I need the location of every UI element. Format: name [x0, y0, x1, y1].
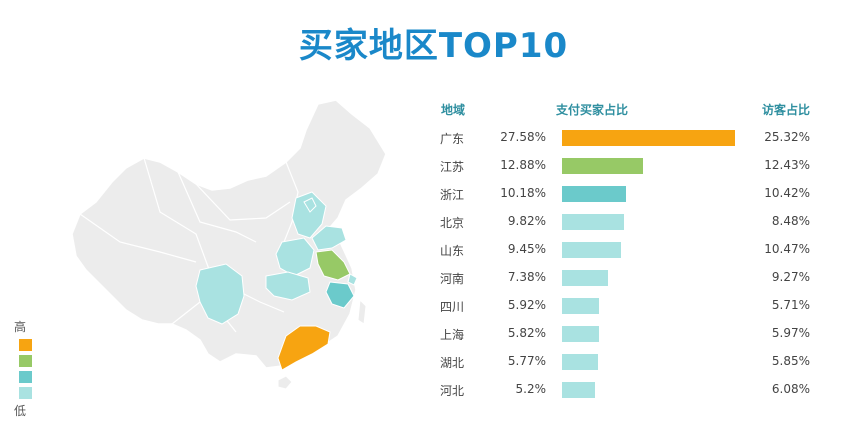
buyer-share-label: 10.18%	[500, 186, 546, 200]
column-header-buyer-share: 支付买家占比	[556, 103, 629, 117]
buyer-share-label: 5.77%	[507, 354, 546, 368]
region-label: 河南	[440, 272, 465, 286]
buyer-share-bar	[562, 326, 599, 342]
table-row: 浙江 10.18% 10.42%	[438, 180, 828, 208]
buyer-share-label: 5.82%	[507, 326, 546, 340]
buyer-share-bar	[562, 354, 599, 370]
legend-swatch-4	[19, 387, 32, 399]
buyer-share-bar	[562, 214, 624, 230]
ranking-table: 广东 27.58% 25.32% 江苏 12.88% 12.43% 浙江 10.18% 10.4…	[438, 124, 828, 404]
visitor-share-label: 5.97%	[771, 326, 810, 340]
legend-swatch-2	[19, 355, 32, 367]
legend-low-label: 低	[14, 404, 27, 418]
column-header-region: 地域	[441, 103, 466, 117]
buyer-share-bar	[562, 270, 609, 286]
color-legend: 高 低	[14, 318, 44, 419]
buyer-share-bar	[562, 242, 622, 258]
region-label: 广东	[440, 132, 465, 146]
buyer-share-label: 5.2%	[515, 382, 547, 396]
table-row: 江苏 12.88% 12.43%	[438, 152, 828, 180]
table-row: 广东 27.58% 25.32%	[438, 124, 828, 152]
column-header-visitor-share: 访客占比	[762, 103, 811, 117]
region-label: 山东	[440, 244, 465, 258]
region-label: 浙江	[440, 188, 465, 202]
map-base	[71, 99, 387, 369]
visitor-share-label: 12.43%	[764, 158, 810, 172]
chart-title: 买家地区TOP10	[298, 26, 569, 66]
region-label: 北京	[440, 216, 465, 230]
region-hebei	[291, 191, 327, 239]
table-row: 四川 5.92% 5.71%	[438, 292, 828, 320]
buyer-share-label: 27.58%	[500, 130, 546, 144]
region-label: 上海	[440, 328, 465, 342]
region-label: 江苏	[440, 160, 465, 174]
buyer-share-bar	[562, 382, 595, 398]
region-shandong	[311, 225, 347, 251]
region-label: 河北	[440, 384, 465, 398]
buyer-share-label: 12.88%	[500, 158, 546, 172]
table-row: 河南 7.38% 9.27%	[438, 264, 828, 292]
province-lines	[79, 157, 299, 333]
buyer-share-bar	[562, 186, 626, 202]
visitor-share-label: 10.47%	[764, 242, 810, 256]
visitor-share-label: 10.42%	[764, 186, 810, 200]
region-hubei	[265, 271, 311, 301]
region-label: 湖北	[440, 356, 465, 370]
visitor-share-label: 6.08%	[771, 382, 810, 396]
region-shanghai	[347, 273, 358, 286]
legend-swatch-3	[19, 371, 32, 383]
region-jiangsu	[315, 249, 351, 281]
legend-high-label: 高	[14, 320, 27, 334]
buyer-share-bar	[562, 158, 643, 174]
legend-swatch-1	[19, 339, 32, 351]
china-map	[71, 99, 387, 390]
buyer-share-label: 9.45%	[507, 242, 546, 256]
buyer-share-bar	[562, 130, 736, 146]
region-beijing	[303, 197, 317, 213]
hainan-island	[277, 375, 293, 390]
buyer-share-label: 9.82%	[507, 214, 546, 228]
region-sichuan	[195, 263, 245, 325]
region-label: 四川	[440, 300, 465, 314]
buyer-share-label: 7.38%	[507, 270, 546, 284]
table-row: 山东 9.45% 10.47%	[438, 236, 828, 264]
visitor-share-label: 9.27%	[771, 270, 810, 284]
taiwan-island	[357, 298, 367, 325]
visitor-share-label: 8.48%	[771, 214, 810, 228]
table-row: 湖北 5.77% 5.85%	[438, 348, 828, 376]
table-row: 河北 5.2% 6.08%	[438, 376, 828, 404]
region-guangdong	[277, 325, 331, 371]
visitor-share-label: 5.85%	[771, 354, 810, 368]
table-row: 上海 5.82% 5.97%	[438, 320, 828, 348]
visitor-share-label: 5.71%	[771, 298, 810, 312]
region-zhejiang	[325, 281, 355, 309]
visitor-share-label: 25.32%	[764, 130, 810, 144]
buyer-share-bar	[562, 298, 600, 314]
region-henan	[275, 237, 315, 277]
buyer-share-label: 5.92%	[507, 298, 546, 312]
table-row: 北京 9.82% 8.48%	[438, 208, 828, 236]
